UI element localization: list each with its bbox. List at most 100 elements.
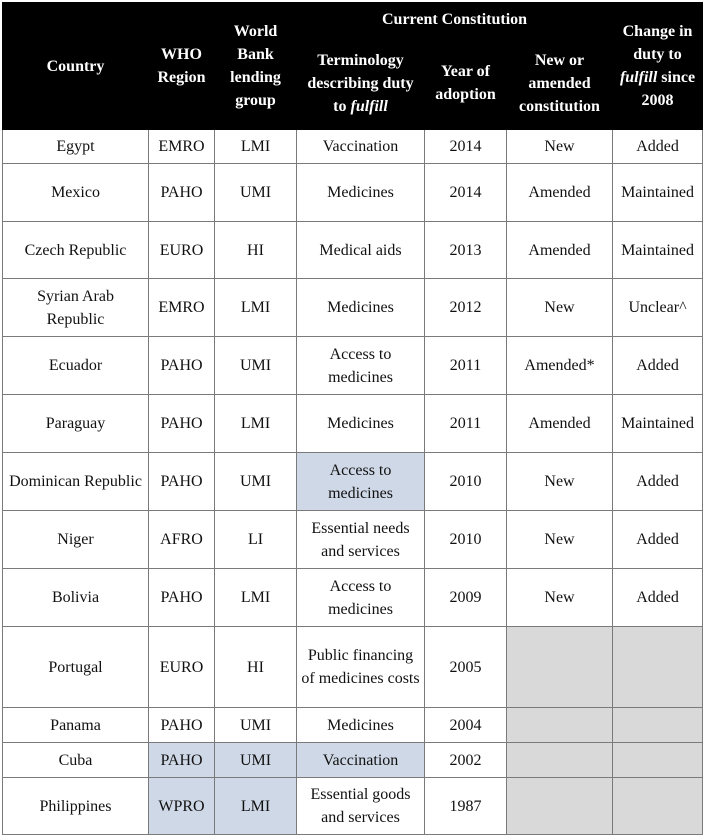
table-row: Egypt EMRO LMI Vaccination 2014 New Adde… — [2, 129, 704, 164]
cell-country: Ecuador — [2, 336, 149, 395]
cell-year: 2011 — [424, 336, 507, 395]
table-row: Czech Republic EURO HI Medical aids 2013… — [2, 221, 704, 279]
header-change-line1: Change in duty to — [622, 23, 693, 63]
cell-change: Added — [612, 129, 704, 164]
cell-year: 2014 — [424, 129, 507, 164]
cell-wb-group: UMI — [214, 336, 297, 395]
cell-change: Added — [612, 510, 704, 569]
cell-country: Cuba — [2, 742, 149, 778]
cell-change: Maintained — [612, 163, 704, 222]
cell-wb-group: HI — [214, 626, 297, 708]
cell-country: Philippines — [2, 777, 149, 835]
cell-wb-group: UMI — [214, 452, 297, 511]
cell-year: 2002 — [424, 742, 507, 778]
cell-new-or-amended — [505, 626, 614, 708]
cell-who-region: WPRO — [148, 777, 215, 835]
cell-new-or-amended — [505, 742, 614, 778]
cell-country: Paraguay — [2, 394, 149, 453]
cell-who-region: PAHO — [148, 707, 215, 743]
cell-who-region: PAHO — [148, 452, 215, 511]
cell-who-region: PAHO — [148, 163, 215, 222]
header-wb-lending-group: World Bank lending group — [214, 2, 297, 130]
header-change-em: fulfill — [619, 69, 658, 86]
table-row: Cuba PAHO UMI Vaccination 2002 — [2, 742, 704, 778]
cell-country: Niger — [2, 510, 149, 569]
cell-change: Unclear^ — [612, 278, 704, 337]
cell-who-region: EURO — [148, 626, 215, 708]
cell-new-or-amended: New — [505, 568, 614, 627]
cell-terminology: Medicines — [296, 394, 425, 453]
cell-wb-group: LMI — [214, 278, 297, 337]
header-new-or-amended: New or amended constitution — [505, 36, 614, 130]
cell-who-region: PAHO — [148, 742, 215, 778]
cell-who-region: EMRO — [148, 278, 215, 337]
cell-terminology: Access to medicines — [296, 336, 425, 395]
table-row: Bolivia PAHO LMI Access to medicines 200… — [2, 568, 704, 627]
cell-country: Portugal — [2, 626, 149, 708]
cell-year: 2012 — [424, 278, 507, 337]
cell-who-region: EMRO — [148, 129, 215, 164]
header-terminology: Terminology describing duty to fulfill — [296, 36, 425, 130]
cell-year: 2005 — [424, 626, 507, 708]
cell-terminology: Medicines — [296, 278, 425, 337]
table-row: Dominican Republic PAHO UMI Access to me… — [2, 452, 704, 511]
cell-who-region: PAHO — [148, 394, 215, 453]
table-row: Niger AFRO LI Essential needs and servic… — [2, 510, 704, 569]
cell-year: 2011 — [424, 394, 507, 453]
cell-wb-group: HI — [214, 221, 297, 279]
cell-country: Syrian Arab Republic — [2, 278, 149, 337]
cell-wb-group: LMI — [214, 568, 297, 627]
cell-new-or-amended: Amended — [505, 221, 614, 279]
cell-wb-group: LI — [214, 510, 297, 569]
cell-terminology: Access to medicines — [296, 452, 425, 511]
cell-change: Added — [612, 568, 704, 627]
table-row: Syrian Arab Republic EMRO LMI Medicines … — [2, 278, 704, 337]
cell-wb-group: LMI — [214, 777, 297, 835]
table-row: Ecuador PAHO UMI Access to medicines 201… — [2, 336, 704, 395]
cell-country: Bolivia — [2, 568, 149, 627]
cell-change: Maintained — [612, 394, 704, 453]
cell-terminology: Access to medicines — [296, 568, 425, 627]
cell-change — [612, 707, 704, 743]
cell-wb-group: UMI — [214, 707, 297, 743]
cell-new-or-amended: New — [505, 510, 614, 569]
cell-new-or-amended: New — [505, 278, 614, 337]
header-change-in-duty: Change in duty to fulfill since 2008 — [612, 2, 704, 130]
cell-year: 2014 — [424, 163, 507, 222]
cell-wb-group: UMI — [214, 163, 297, 222]
cell-new-or-amended: Amended — [505, 163, 614, 222]
cell-year: 2004 — [424, 707, 507, 743]
cell-who-region: EURO — [148, 221, 215, 279]
cell-change — [612, 742, 704, 778]
cell-terminology: Vaccination — [296, 742, 425, 778]
cell-change: Added — [612, 452, 704, 511]
cell-change: Added — [612, 336, 704, 395]
cell-change — [612, 626, 704, 708]
cell-year: 2010 — [424, 452, 507, 511]
table-row: Portugal EURO HI Public financing of med… — [2, 626, 704, 708]
header-year: Year of adoption — [424, 36, 507, 130]
cell-who-region: PAHO — [148, 336, 215, 395]
header-country: Country — [2, 2, 149, 130]
cell-country: Mexico — [2, 163, 149, 222]
cell-terminology: Medicines — [296, 707, 425, 743]
table-row: Mexico PAHO UMI Medicines 2014 Amended M… — [2, 163, 704, 222]
cell-terminology: Medical aids — [296, 221, 425, 279]
cell-terminology: Vaccination — [296, 129, 425, 164]
table-row: Paraguay PAHO LMI Medicines 2011 Amended… — [2, 394, 704, 453]
table-row: Panama PAHO UMI Medicines 2004 — [2, 707, 704, 743]
cell-terminology: Public financing of medicines costs — [296, 626, 425, 708]
header-terminology-em: fulfill — [350, 97, 388, 115]
cell-change: Maintained — [612, 221, 704, 279]
table-row: Philippines WPRO LMI Essential goods and… — [2, 777, 704, 835]
cell-new-or-amended — [505, 777, 614, 835]
cell-change — [612, 777, 704, 835]
cell-country: Panama — [2, 707, 149, 743]
cell-new-or-amended: Amended* — [505, 336, 614, 395]
header-current-constitution: Current Constitution — [295, 2, 614, 37]
cell-new-or-amended — [505, 707, 614, 743]
header-who-region: WHO Region — [148, 2, 215, 130]
cell-who-region: AFRO — [148, 510, 215, 569]
cell-country: Czech Republic — [2, 221, 149, 279]
